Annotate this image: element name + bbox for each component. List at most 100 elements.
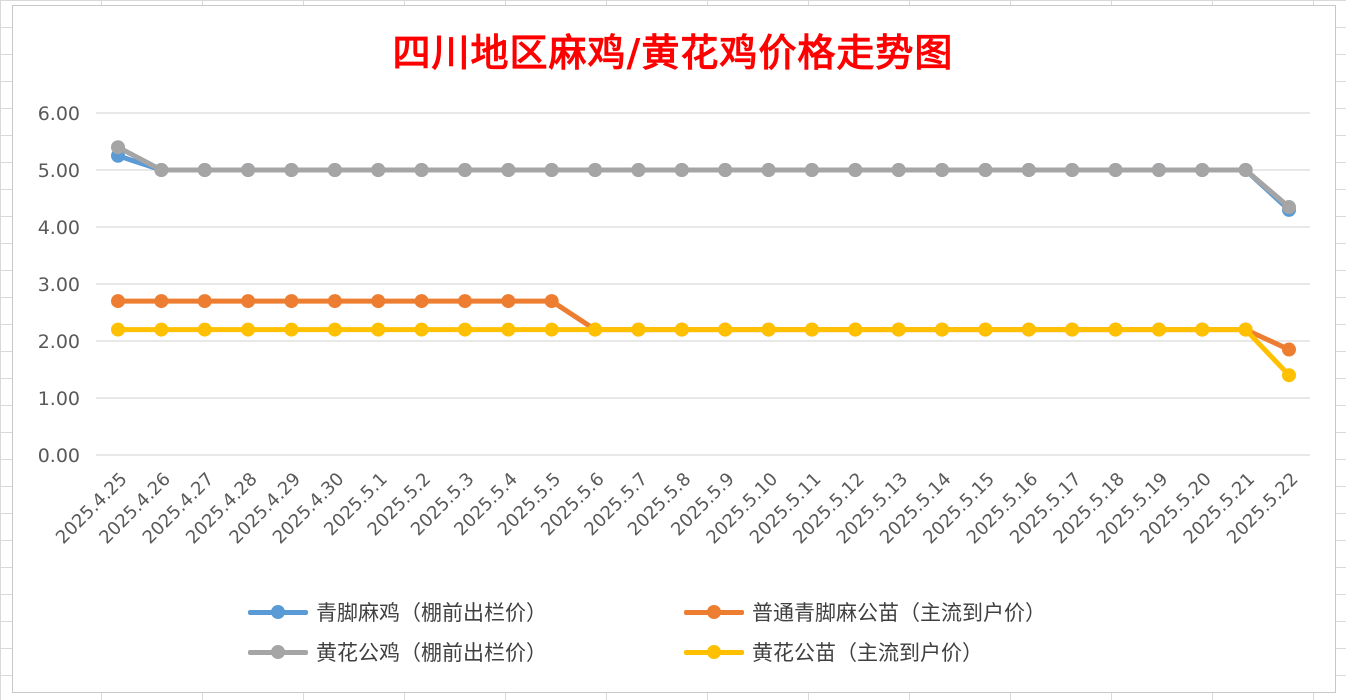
legend-marker (707, 605, 721, 619)
data-point (241, 163, 256, 177)
legend-label: 普通青脚麻公苗（主流到户价） (752, 601, 1046, 625)
legend-label: 黄花公苗（主流到户价） (752, 641, 983, 665)
data-point (1108, 163, 1123, 177)
data-point (804, 163, 819, 177)
legend-label: 青脚麻鸡（棚前出栏价） (316, 601, 547, 625)
data-point (544, 322, 559, 337)
data-point (848, 322, 863, 337)
y-tick-label: 6.00 (38, 103, 80, 125)
data-point (1021, 322, 1036, 337)
data-point (414, 163, 429, 177)
data-point (371, 294, 386, 309)
data-point (457, 294, 472, 309)
series-lines (111, 140, 1296, 383)
series-line (115, 327, 1292, 378)
data-point (978, 322, 993, 337)
data-point (111, 140, 125, 155)
data-point (154, 322, 169, 337)
data-point (501, 163, 516, 177)
y-tick-label: 2.00 (38, 331, 80, 353)
legend-marker (271, 605, 285, 619)
data-point (501, 322, 516, 337)
data-point (1021, 163, 1036, 177)
legend-swatch (248, 602, 308, 622)
data-point (544, 163, 559, 177)
data-point (457, 322, 472, 337)
legend-item: 黄花公鸡（棚前出栏价） (248, 636, 547, 668)
data-point (284, 294, 299, 309)
data-point (804, 322, 819, 337)
data-point (1195, 163, 1210, 177)
data-point (588, 163, 603, 177)
series-0 (111, 148, 1296, 217)
y-tick-label: 5.00 (38, 160, 80, 182)
data-point (197, 163, 212, 177)
data-point (1065, 163, 1080, 177)
data-point (761, 322, 776, 337)
data-point (327, 322, 342, 337)
data-point (197, 322, 212, 337)
data-point (154, 294, 169, 309)
y-tick-label: 0.00 (38, 445, 80, 467)
y-tick-label: 1.00 (38, 388, 80, 410)
y-tick-label: 4.00 (38, 217, 80, 239)
data-point (371, 322, 386, 337)
data-point (935, 163, 950, 177)
data-point (1151, 163, 1166, 177)
data-point (501, 294, 516, 309)
data-point (241, 322, 256, 337)
data-point (1282, 200, 1296, 215)
data-point (241, 294, 256, 309)
data-point (718, 322, 733, 337)
data-point (327, 163, 342, 177)
data-point (588, 322, 603, 337)
legend-swatch (684, 602, 744, 622)
data-point (935, 322, 950, 337)
series-3 (111, 322, 1296, 383)
series-2 (111, 140, 1296, 215)
data-point (371, 163, 386, 177)
data-point (1195, 322, 1210, 337)
legend: 青脚麻鸡（棚前出栏价） 普通青脚麻公苗（主流到户价） 黄花公鸡（棚前出栏价） 黄… (248, 596, 1148, 676)
data-point (718, 163, 733, 177)
data-point (1282, 342, 1296, 357)
data-point (1151, 322, 1166, 337)
legend-marker (271, 645, 285, 659)
data-point (414, 322, 429, 337)
data-point (284, 322, 299, 337)
legend-item: 黄花公苗（主流到户价） (684, 636, 983, 668)
legend-label: 黄花公鸡（棚前出栏价） (316, 641, 547, 665)
data-point (761, 163, 776, 177)
data-point (284, 163, 299, 177)
legend-marker (707, 645, 721, 659)
data-point (631, 322, 646, 337)
data-point (1065, 322, 1080, 337)
data-point (674, 322, 689, 337)
data-point (1238, 163, 1253, 177)
data-point (197, 294, 212, 309)
chart-title: 四川地区麻鸡/黄花鸡价格走势图 (392, 30, 954, 75)
data-point (1282, 368, 1296, 383)
data-point (327, 294, 342, 309)
data-point (891, 322, 906, 337)
legend-swatch (684, 642, 744, 662)
chart-area[interactable] (12, 5, 1336, 693)
data-point (544, 294, 559, 309)
data-point (414, 294, 429, 309)
data-point (848, 163, 863, 177)
legend-swatch (248, 642, 308, 662)
data-point (457, 163, 472, 177)
data-point (154, 163, 169, 177)
x-axis-ticks: 2025.4.252025.4.262025.4.272025.4.282025… (52, 469, 1303, 549)
series-line (115, 144, 1292, 210)
data-point (978, 163, 993, 177)
data-point (631, 163, 646, 177)
data-point (674, 163, 689, 177)
data-point (111, 322, 125, 337)
legend-item: 普通青脚麻公苗（主流到户价） (684, 596, 1046, 628)
y-axis-ticks: 0.00 1.00 2.00 3.00 4.00 5.00 6.00 (38, 103, 80, 467)
y-tick-label: 3.00 (38, 274, 80, 296)
data-point (111, 294, 125, 309)
data-point (1238, 322, 1253, 337)
